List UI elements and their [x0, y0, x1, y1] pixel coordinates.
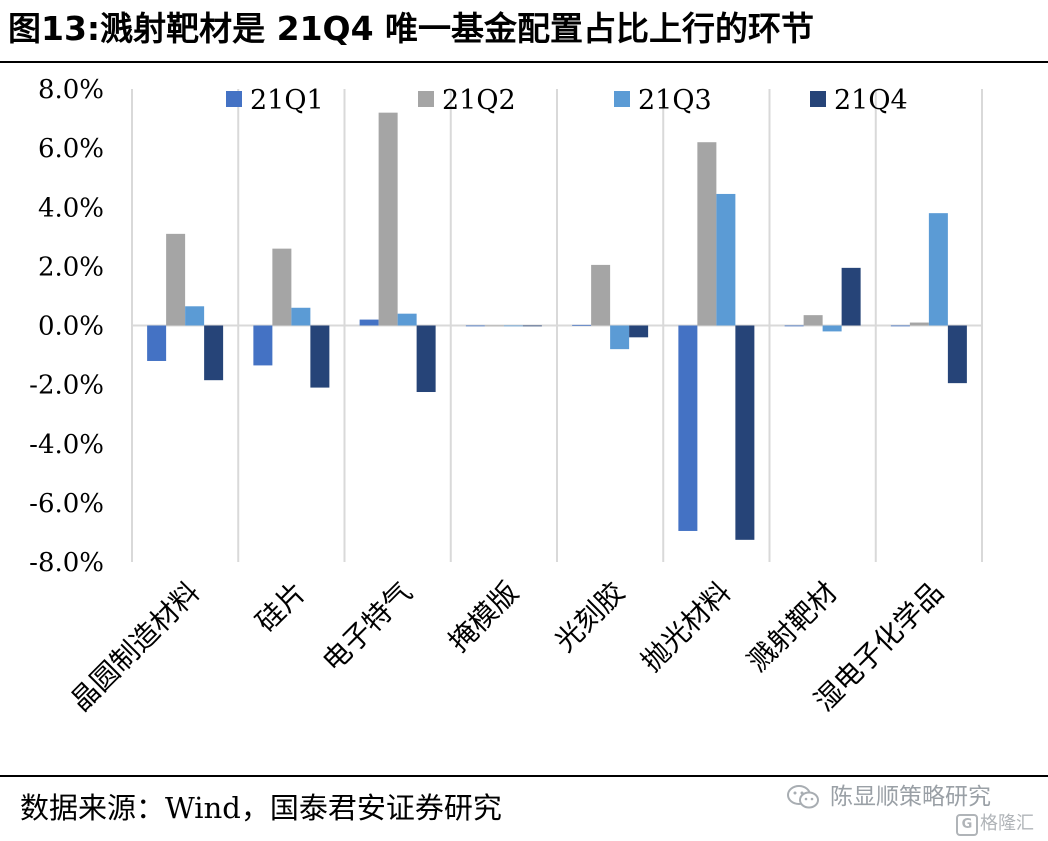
source-note: 数据来源：Wind，国泰君安证券研究: [20, 791, 502, 825]
y-tick-label: -4.0%: [29, 430, 104, 460]
bar-21Q4-7: [947, 325, 967, 384]
bar-21Q3-5: [716, 193, 736, 326]
bar-21Q3-2: [397, 313, 417, 326]
bar-21Q4-0: [204, 325, 224, 381]
bars: [147, 112, 967, 540]
title-underline: [0, 61, 1048, 63]
bar-21Q3-6: [822, 325, 842, 332]
watermark-name: 陈显顺策略研究: [830, 784, 991, 810]
bar-21Q1-4: [572, 324, 592, 326]
bar-chart: 8.0% 6.0% 4.0% 2.0% 0.0% -2.0% -4.0% -6.0% -8.0%…: [29, 75, 983, 718]
bar-21Q2-4: [591, 264, 611, 326]
bar-21Q1-1: [253, 325, 273, 366]
y-tick-label: -6.0%: [29, 489, 104, 519]
bar-21Q4-6: [841, 267, 861, 326]
bar-21Q1-3: [465, 325, 485, 327]
wechat-icon: [787, 785, 819, 809]
x-category-label: 硅片: [249, 576, 312, 639]
brand-logo-icon: G: [956, 814, 978, 836]
bar-21Q3-7: [928, 213, 948, 326]
y-tick-label: 8.0%: [38, 75, 104, 105]
bar-21Q2-7: [909, 322, 929, 326]
bar-21Q4-3: [522, 325, 542, 327]
y-tick-label: -8.0%: [29, 548, 104, 578]
bar-21Q2-5: [697, 142, 717, 326]
watermark: 陈显顺策略研究 G 格隆汇: [786, 780, 1036, 836]
bar-21Q4-2: [416, 325, 436, 393]
legend-label: 21Q3: [638, 85, 712, 116]
legend-label: 21Q4: [834, 85, 908, 116]
x-category-label: 抛光材料: [635, 576, 738, 679]
legend-swatch-21Q3: [614, 91, 630, 107]
bar-21Q3-1: [291, 307, 311, 326]
y-tick-label: 2.0%: [38, 252, 104, 282]
y-axis-labels: 8.0% 6.0% 4.0% 2.0% 0.0% -2.0% -4.0% -6.0% -8.0%: [29, 75, 104, 578]
bar-21Q3-3: [503, 325, 523, 327]
figure-title: 图13:溅射靶材是 21Q4 唯一基金配置占比上行的环节: [8, 9, 815, 48]
footer-rule: [0, 775, 1048, 777]
bar-21Q3-0: [185, 306, 205, 326]
bar-21Q2-2: [378, 112, 398, 326]
bar-21Q1-0: [147, 325, 167, 361]
x-category-label: 晶圆制造材料: [64, 576, 206, 718]
legend-swatch-21Q2: [418, 91, 434, 107]
x-category-label: 溅射靶材: [741, 576, 844, 679]
bar-21Q2-1: [272, 248, 292, 326]
y-tick-label: 4.0%: [38, 193, 104, 223]
x-category-label: 电子特气: [316, 576, 419, 679]
bar-21Q1-5: [678, 325, 698, 531]
legend-swatch-21Q4: [810, 91, 826, 107]
bar-21Q1-2: [359, 319, 379, 326]
legend-label: 21Q1: [250, 85, 324, 116]
bar-21Q2-3: [484, 325, 504, 327]
bar-21Q4-4: [629, 325, 649, 338]
brand-name: 格隆汇: [980, 813, 1034, 834]
bar-21Q4-1: [310, 325, 330, 388]
x-category-label: 光刻胶: [548, 576, 631, 659]
bar-21Q2-0: [166, 233, 186, 326]
bar-21Q3-4: [610, 325, 630, 350]
bar-21Q1-7: [890, 325, 910, 327]
legend-label: 21Q2: [442, 85, 516, 116]
bar-21Q4-5: [735, 325, 755, 540]
y-tick-label: -2.0%: [29, 371, 104, 401]
bar-21Q2-6: [803, 315, 823, 326]
legend-swatch-21Q1: [226, 91, 242, 107]
legend: 21Q1 21Q2 21Q3 21Q4: [226, 85, 908, 116]
y-tick-label: 6.0%: [38, 134, 104, 164]
y-tick-label: 0.0%: [38, 312, 104, 342]
bar-21Q1-6: [784, 325, 804, 327]
x-category-label: 掩模版: [442, 576, 525, 659]
